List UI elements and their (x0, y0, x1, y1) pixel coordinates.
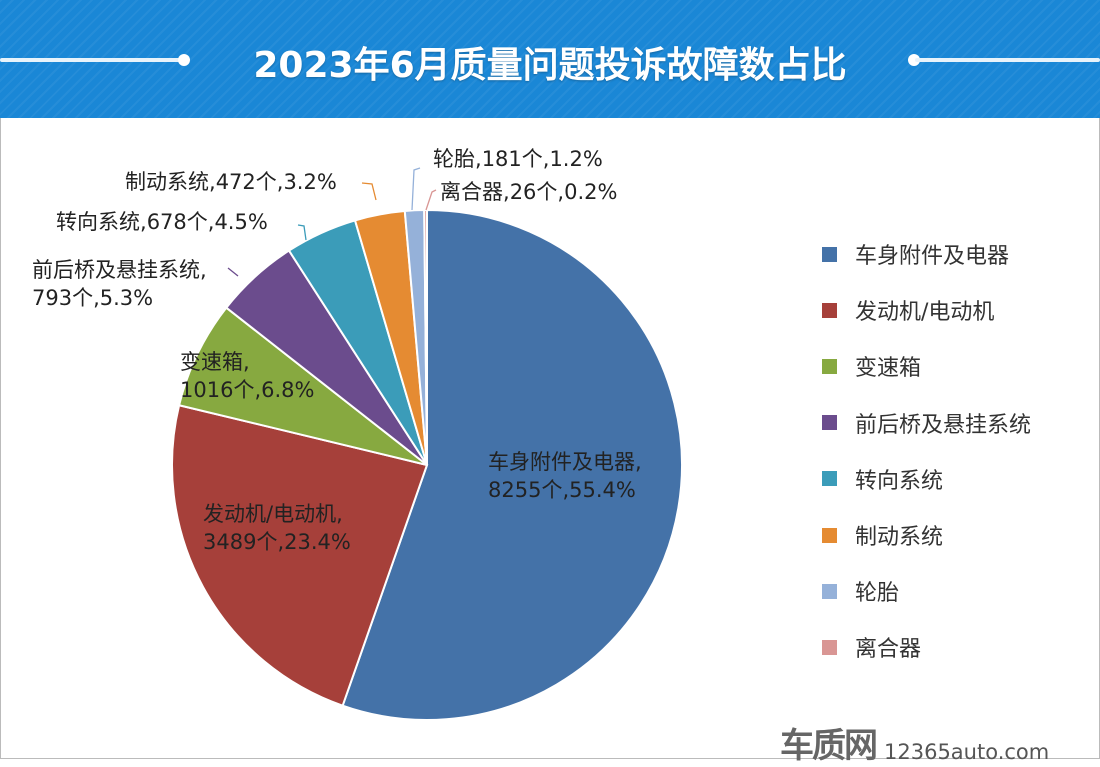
legend-swatch (822, 527, 837, 543)
data-label: 发动机/电动机, 3489个,23.4% (203, 502, 351, 554)
legend-item: 前后桥及悬挂系统 (822, 395, 1031, 451)
legend-swatch (822, 471, 837, 487)
leader-line (361, 182, 377, 201)
data-label: 轮胎,181个,1.2% (433, 147, 603, 171)
watermark-logo: 车质网 (780, 726, 878, 766)
legend-label: 变速箱 (855, 356, 922, 382)
data-label: 车身附件及电器, 8255个,55.4% (488, 450, 642, 502)
legend-swatch (822, 302, 837, 318)
legend-swatch (822, 639, 837, 655)
legend-label: 离合器 (855, 637, 922, 663)
pie-slice (171, 404, 429, 707)
watermark-site: 12365auto.com (884, 740, 1050, 764)
leader-line (227, 267, 239, 277)
legend-item: 车身附件及电器 (822, 226, 1031, 282)
legend-item: 变速箱 (822, 338, 1031, 394)
legend-label: 轮胎 (855, 581, 900, 607)
data-label: 转向系统,678个,4.5% (56, 210, 268, 234)
data-label: 离合器,26个,0.2% (440, 180, 618, 204)
banner-dot-left (178, 54, 190, 66)
legend-item: 离合器 (822, 619, 1031, 675)
leader-line (411, 167, 421, 211)
banner-dot-right (908, 54, 920, 66)
leader-line (425, 189, 437, 211)
data-label: 变速箱, 1016个,6.8% (180, 350, 315, 402)
legend-item: 轮胎 (822, 563, 1031, 619)
leader-line (297, 224, 307, 241)
legend-swatch (822, 583, 837, 599)
legend-swatch (822, 415, 837, 431)
banner-line-right (915, 58, 1100, 62)
pie-slice (423, 208, 428, 466)
legend: 车身附件及电器 发动机/电动机 变速箱前后桥及悬挂系统 转向系统制动系统轮胎离合器 (822, 226, 1031, 676)
legend-item: 转向系统 (822, 451, 1031, 507)
legend-label: 转向系统 (855, 468, 944, 494)
legend-swatch (822, 358, 837, 374)
legend-swatch (822, 246, 837, 262)
legend-label: 发动机/电动机 (855, 300, 995, 326)
pie-slice (177, 306, 428, 466)
legend-label: 制动系统 (855, 525, 944, 551)
data-label: 前后桥及悬挂系统, 793个,5.3% (32, 258, 207, 310)
legend-item: 发动机/电动机 (822, 282, 1031, 338)
title-banner: 2023年6月质量问题投诉故障数占比 (0, 0, 1100, 118)
data-label: 制动系统,472个,3.2% (125, 170, 337, 194)
banner-line-left (0, 58, 180, 62)
legend-label: 前后桥及悬挂系统 (855, 412, 1032, 438)
chart-title: 2023年6月质量问题投诉故障数占比 (253, 45, 847, 86)
legend-label: 车身附件及电器 (855, 244, 1010, 270)
legend-item: 制动系统 (822, 507, 1031, 563)
